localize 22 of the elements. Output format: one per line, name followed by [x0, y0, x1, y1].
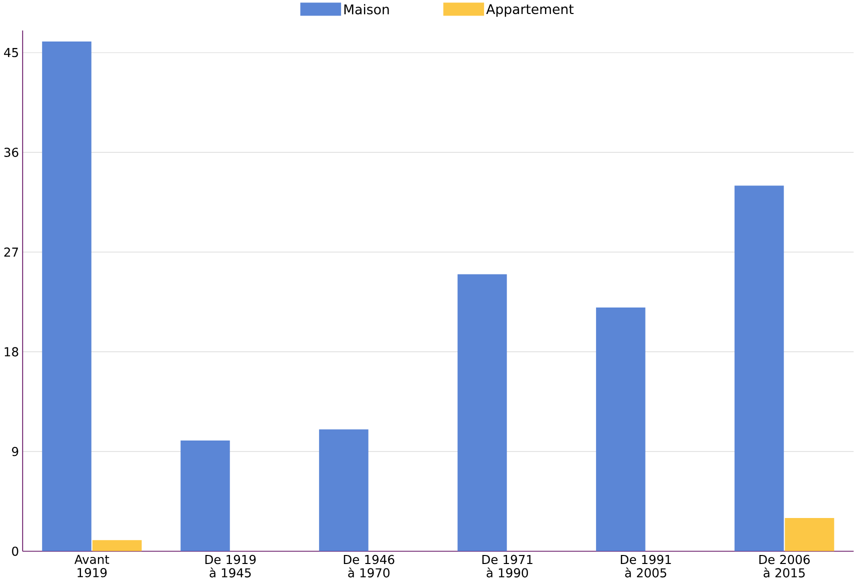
bar: [784, 518, 834, 552]
bar: [92, 540, 142, 552]
bar: [734, 186, 784, 552]
bar: [42, 42, 92, 552]
x-tick-label: De 1991 à 2005: [620, 554, 671, 578]
bar: [596, 308, 646, 552]
y-tick-label: 9: [12, 446, 18, 456]
y-tick-label: 27: [4, 248, 18, 257]
bar: [180, 440, 230, 552]
legend-label: Appartement: [486, 4, 574, 17]
x-tick-label: De 1971 à 1990: [482, 554, 532, 578]
legend-label: Maison: [344, 4, 389, 14]
x-tick-label: De 1946 à 1970: [344, 554, 394, 578]
x-tick-label: De 1919 à 1945: [205, 554, 256, 578]
bar: [319, 429, 368, 552]
bar: [458, 274, 507, 552]
x-tick-label: Avant 1919: [74, 554, 110, 578]
y-tick-label: 36: [4, 148, 18, 158]
y-tick-label: 0: [12, 546, 18, 556]
x-tick-label: De 2006 à 2015: [759, 554, 810, 578]
y-tick-label: 45: [4, 48, 18, 58]
y-tick-label: 18: [4, 347, 18, 356]
